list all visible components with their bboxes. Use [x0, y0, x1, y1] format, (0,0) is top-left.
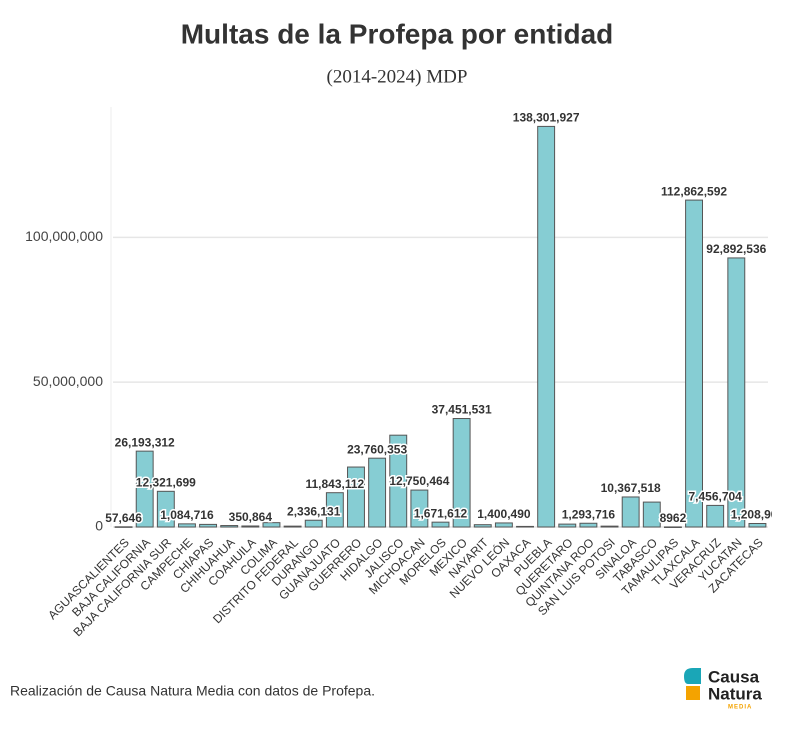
bar — [685, 199, 704, 528]
bar — [516, 525, 534, 528]
bar — [262, 522, 281, 528]
bar — [494, 522, 513, 528]
bar — [431, 521, 450, 528]
data-label: 1,084,716 — [160, 508, 214, 522]
bar — [156, 490, 175, 528]
data-label: 112,862,592 — [661, 184, 727, 198]
data-label: 57,646 — [105, 511, 142, 525]
data-label: 37,451,531 — [432, 403, 492, 417]
bar — [748, 522, 767, 528]
bar — [600, 525, 619, 528]
bar — [304, 519, 323, 528]
bar — [283, 525, 302, 528]
bar — [325, 492, 344, 528]
chart-title: Multas de la Profepa por entidad — [181, 18, 614, 49]
data-label: 23,760,353 — [347, 442, 407, 456]
logo-text: Causa — [708, 667, 760, 686]
y-tick-label: 100,000,000 — [25, 228, 103, 244]
data-label: 26,193,312 — [115, 435, 175, 449]
logo: Causa Natura MEDIA — [684, 667, 762, 711]
bar — [473, 524, 492, 528]
logo-text: Natura — [708, 684, 762, 703]
data-label: 12,321,699 — [136, 475, 196, 489]
y-tick-label: 50,000,000 — [33, 373, 103, 389]
data-label: 350,864 — [229, 510, 273, 524]
bar — [706, 504, 725, 528]
data-label: 1,293,716 — [562, 507, 616, 521]
bar — [727, 257, 746, 528]
bar — [537, 125, 556, 528]
data-label: 138,301,927 — [513, 111, 580, 125]
chart-subtitle: (2014-2024) MDP — [327, 66, 468, 87]
bar — [621, 496, 640, 528]
logo-icon — [684, 668, 701, 684]
bar — [368, 457, 387, 528]
data-label: 1,208,900 — [731, 508, 785, 522]
bar — [114, 526, 133, 528]
bar — [558, 523, 577, 528]
bar — [452, 418, 471, 528]
logo-text: MEDIA — [728, 705, 752, 711]
bar — [663, 526, 682, 528]
y-tick-label: 0 — [95, 518, 103, 534]
data-label: 10,367,518 — [601, 481, 661, 495]
bar — [389, 434, 408, 528]
data-label: 7,456,704 — [688, 490, 742, 504]
bar — [347, 466, 365, 528]
logo-icon — [686, 686, 700, 700]
data-label: 1,671,612 — [414, 506, 468, 520]
data-label: 1,400,490 — [477, 507, 531, 521]
data-label: 8962 — [660, 511, 687, 525]
data-label: 92,892,536 — [706, 242, 766, 256]
bar — [178, 523, 196, 528]
source-note: Realización de Causa Natura Media con da… — [10, 683, 375, 699]
bar — [579, 522, 598, 528]
bar — [410, 489, 429, 528]
bar — [642, 501, 661, 528]
data-label: 2,336,131 — [287, 504, 341, 518]
bar — [135, 450, 154, 528]
data-label: 11,843,112 — [305, 477, 364, 491]
data-label: 12,750,464 — [389, 474, 449, 488]
bar — [220, 525, 239, 528]
bar — [199, 523, 218, 528]
bar — [241, 525, 260, 528]
